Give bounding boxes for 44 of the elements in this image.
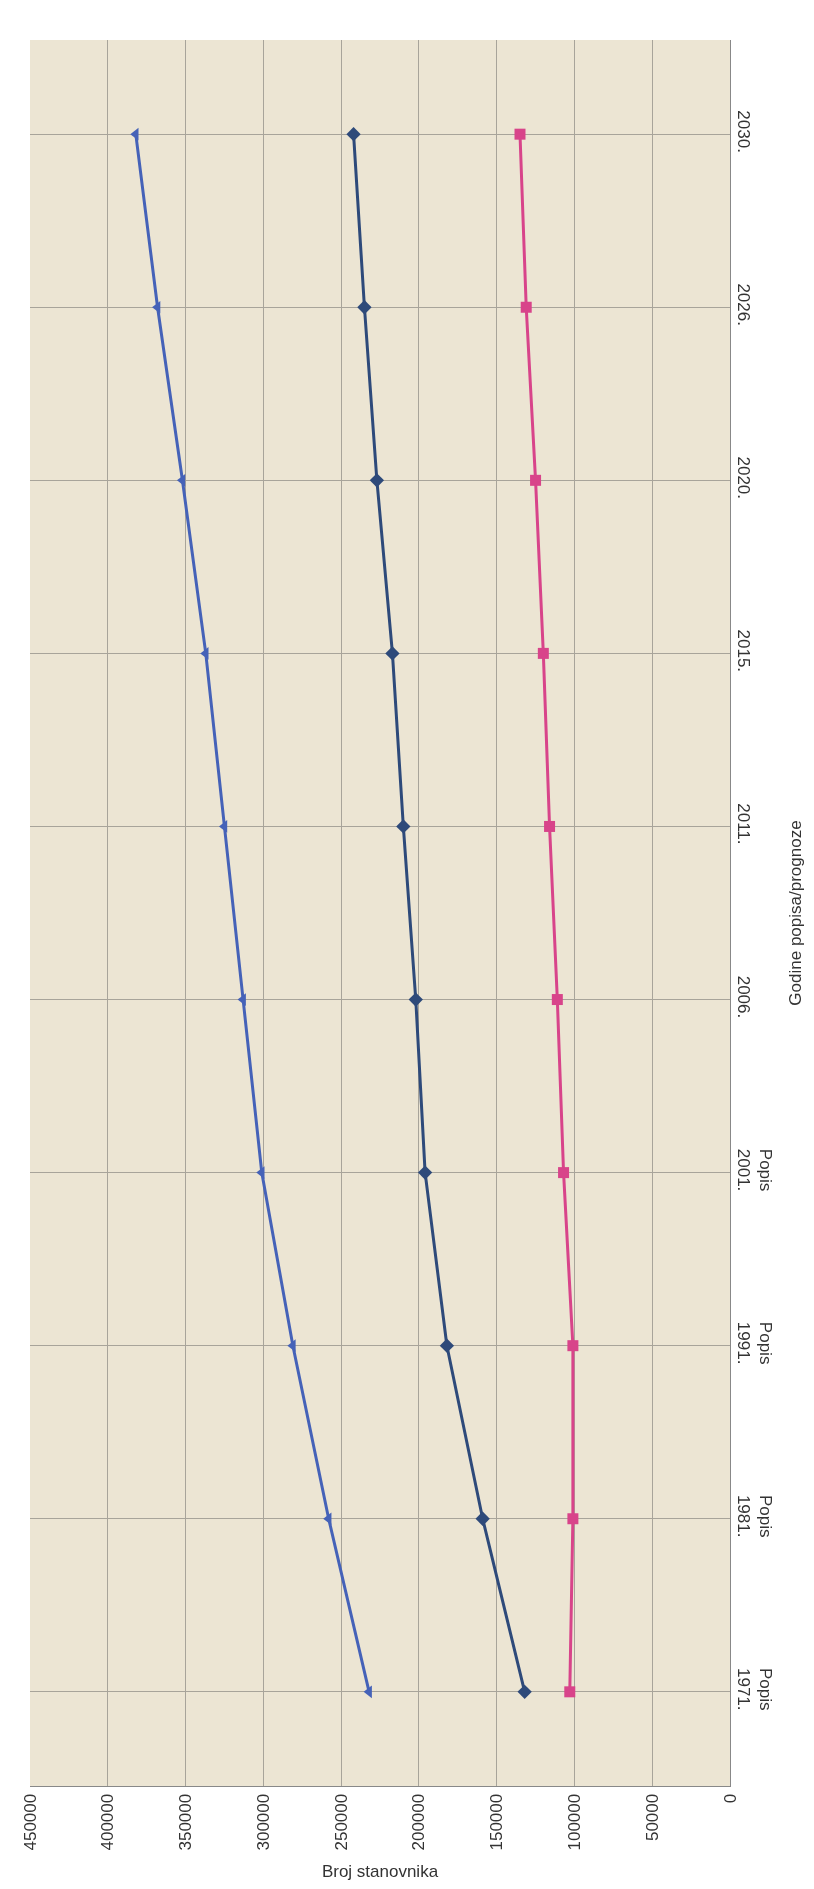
point bbox=[530, 474, 542, 486]
x-tick-label: 150000 bbox=[487, 1793, 507, 1851]
point bbox=[520, 301, 532, 313]
x-axis-title: Broj stanovnika bbox=[321, 1861, 439, 1881]
y-tick-label: 2011. bbox=[733, 803, 753, 845]
y-tick-label: Popis 1991. bbox=[733, 1321, 775, 1365]
point bbox=[567, 1513, 579, 1525]
y-tick-label: 2006. bbox=[733, 975, 753, 1019]
point bbox=[475, 1511, 490, 1526]
y-tick-label: Popis 1971. bbox=[733, 1668, 775, 1711]
y-tick-label: 2015. bbox=[733, 629, 753, 673]
point bbox=[176, 473, 186, 487]
point bbox=[385, 646, 400, 661]
x-tick-label: 250000 bbox=[331, 1793, 351, 1851]
point bbox=[517, 1684, 532, 1699]
point bbox=[567, 1340, 579, 1352]
x-tick-label: 100000 bbox=[564, 1793, 584, 1851]
y-tick-label: Popis 2001. bbox=[733, 1148, 775, 1192]
point bbox=[551, 994, 563, 1006]
x-tick-label: 400000 bbox=[98, 1793, 118, 1851]
point bbox=[369, 473, 385, 488]
point bbox=[514, 128, 526, 140]
point bbox=[357, 300, 372, 315]
point bbox=[544, 820, 556, 832]
x-tick-label: 200000 bbox=[409, 1793, 429, 1851]
point bbox=[408, 992, 423, 1007]
point bbox=[537, 647, 549, 659]
x-tick-label: 50000 bbox=[642, 1793, 662, 1842]
y-tick-label: 2020. bbox=[733, 456, 753, 500]
x-tick-label: 350000 bbox=[176, 1793, 196, 1851]
y-axis-title: Godine popisa/prognoze bbox=[786, 820, 806, 1006]
point bbox=[417, 1165, 433, 1180]
point bbox=[558, 1167, 570, 1179]
point bbox=[346, 127, 361, 142]
point bbox=[439, 1338, 455, 1353]
point bbox=[564, 1686, 576, 1698]
point bbox=[396, 819, 411, 834]
y-tick-label: 2030. bbox=[733, 110, 753, 153]
y-tick-label: Popis 1981. bbox=[733, 1494, 775, 1538]
x-tick-label: 300000 bbox=[253, 1793, 273, 1851]
y-tick-label: 2026. bbox=[733, 283, 753, 326]
x-tick-label: 0 bbox=[720, 1793, 740, 1804]
point bbox=[218, 820, 228, 833]
x-tick-label: 450000 bbox=[20, 1793, 40, 1851]
